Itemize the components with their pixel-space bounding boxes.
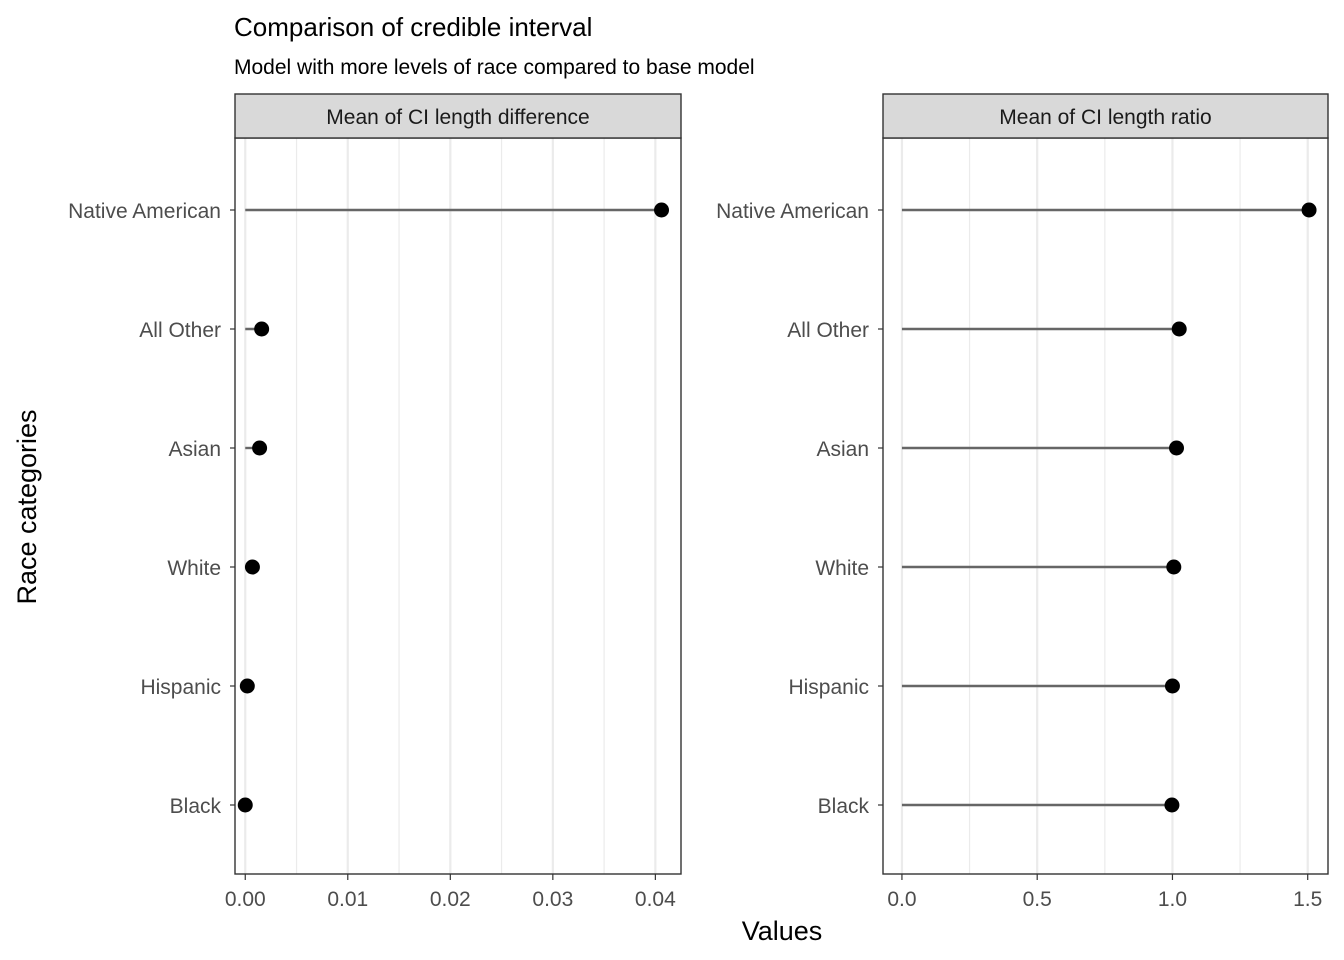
y-tick-label: Black: [818, 795, 870, 818]
x-tick-label: 0.0: [887, 888, 916, 911]
lollipop-point: [239, 678, 255, 694]
x-tick-label: 0.00: [225, 888, 266, 911]
chart-title: Comparison of credible interval: [234, 12, 592, 42]
y-tick-label: Hispanic: [788, 676, 869, 699]
facet-strip: [234, 93, 682, 139]
x-tick-label: 0.04: [635, 888, 676, 911]
y-tick-label: Black: [170, 795, 222, 818]
x-tick-label: 0.01: [327, 888, 368, 911]
x-tick-label: 0.03: [532, 888, 573, 911]
panel-1: Native American All Other Asian White Hispan…: [68, 93, 682, 911]
lollipop-point: [654, 202, 670, 218]
y-tick-label: Asian: [816, 438, 869, 461]
x-tick-label: 1.0: [1158, 888, 1187, 911]
y-tick-label: All Other: [139, 319, 221, 342]
x-tick-label: 0.5: [1023, 888, 1052, 911]
lollipop-point: [237, 797, 253, 813]
lollipop-point: [1164, 797, 1180, 813]
y-tick-label: All Other: [787, 319, 869, 342]
lollipop-point: [1171, 321, 1187, 337]
facet-strip-label: Mean of CI length ratio: [999, 106, 1211, 129]
y-axis-label: Race categories: [12, 409, 42, 604]
x-tick-label: 0.02: [430, 888, 471, 911]
panel-background: [883, 138, 1328, 874]
facet-panels: Native American All Other Asian White Hispan…: [68, 93, 1329, 911]
y-tick-label: Asian: [168, 438, 221, 461]
y-tick-label: Hispanic: [140, 676, 221, 699]
lollipop-point: [244, 559, 260, 575]
panel-background: [235, 138, 681, 874]
facet-strip: [882, 93, 1329, 139]
lollipop-point: [1164, 678, 1180, 694]
y-tick-label: Native American: [68, 200, 221, 223]
lollipop-point: [254, 321, 270, 337]
lollipop-point: [1169, 440, 1185, 456]
lollipop-point: [252, 440, 268, 456]
facet-strip-label: Mean of CI length difference: [326, 106, 589, 129]
chart-subtitle: Model with more levels of race compared …: [234, 56, 755, 79]
x-axis-label: Values: [742, 916, 823, 946]
y-tick-label: White: [167, 557, 221, 580]
lollipop-point: [1301, 202, 1317, 218]
y-tick-label: White: [815, 557, 869, 580]
x-tick-label: 1.5: [1293, 888, 1322, 911]
lollipop-point: [1166, 559, 1182, 575]
panel-2: Native American All Other Asian White Hispan…: [716, 93, 1329, 911]
y-tick-label: Native American: [716, 200, 869, 223]
